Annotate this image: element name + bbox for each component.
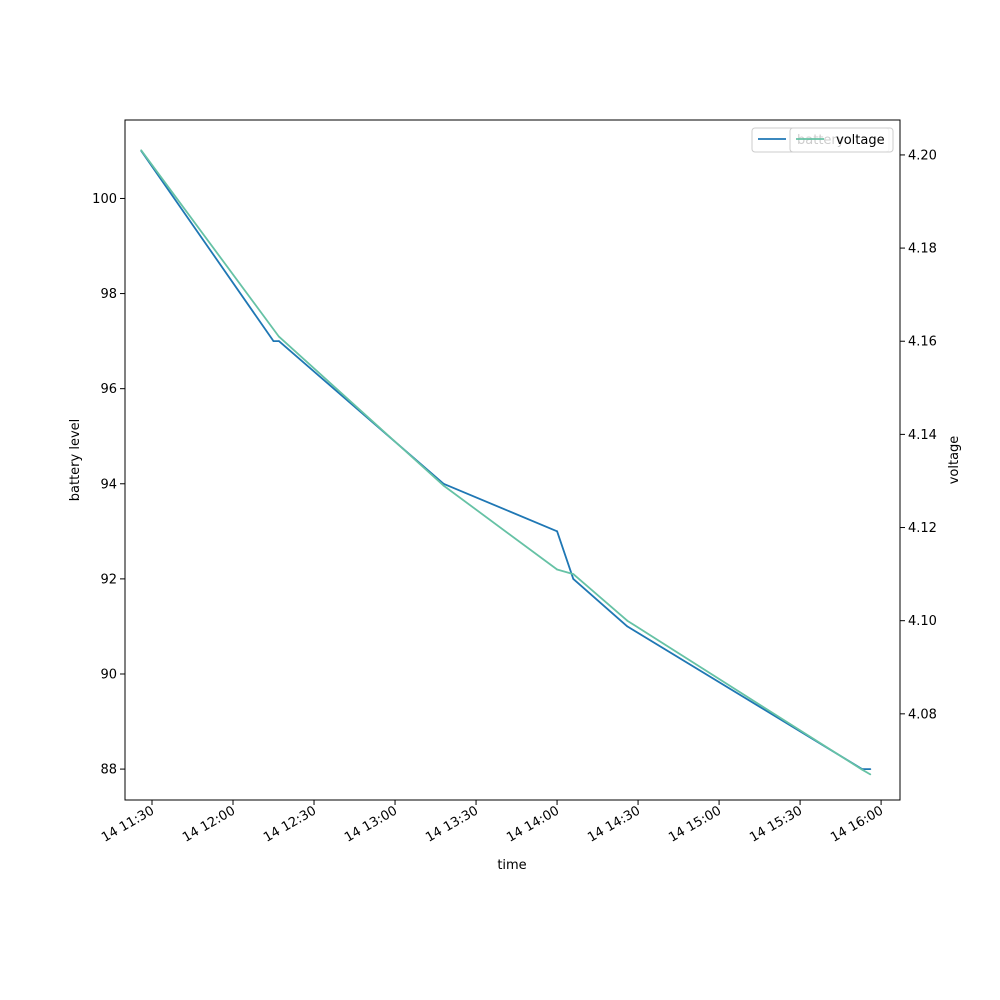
y-axis-left: 88 90 92 94 96 98 100: [92, 192, 125, 778]
data-point-battery-6: [626, 625, 629, 628]
data-point-battery-4: [556, 530, 558, 533]
y-right-tick-label: 4.12: [908, 521, 937, 536]
y-right-tick-label: 4.20: [908, 148, 937, 163]
x-axis-label: time: [497, 858, 526, 873]
plot-area: [125, 120, 900, 800]
y-left-tick-label: 98: [100, 287, 117, 302]
y-right-tick-label: 4.10: [908, 614, 937, 629]
data-point-voltage-2: [442, 484, 445, 487]
data-point-voltage-1: [278, 335, 280, 338]
y-axis-right: 4.08 4.10 4.12 4.14 4.16 4.18 4.20: [900, 148, 937, 722]
y-right-tick-label: 4.16: [908, 335, 937, 350]
data-point-voltage-5: [626, 619, 629, 622]
y-left-tick-label: 96: [100, 382, 117, 397]
y-left-tick-label: 88: [100, 763, 117, 778]
series-line-voltage: [140, 149, 871, 776]
y-right-tick-label: 4.18: [908, 242, 937, 257]
y-axis-right-label: voltage: [947, 436, 962, 485]
plot-frame: [124, 119, 901, 801]
data-point-voltage-4: [572, 573, 575, 575]
data-point-voltage-7: [869, 773, 872, 776]
y-axis-left-label: battery level: [68, 419, 83, 502]
y-left-tick-label: 92: [100, 572, 117, 587]
data-point-battery-5: [572, 578, 575, 580]
y-right-tick-label: 4.08: [908, 707, 937, 722]
y-right-tick-label: 4.14: [908, 428, 937, 443]
y-left-tick-label: 100: [92, 192, 117, 207]
data-point-voltage-0: [140, 149, 143, 152]
data-point-battery-8: [869, 768, 872, 770]
legend-voltage: voltage: [789, 127, 894, 153]
series-layer: [140, 149, 872, 776]
data-point-battery-1: [272, 340, 275, 342]
data-point-voltage-3: [556, 568, 558, 571]
data-point-battery-2: [278, 340, 280, 342]
legend-voltage-label: voltage: [836, 133, 885, 148]
y-left-tick-label: 94: [100, 477, 117, 492]
y-left-tick-label: 90: [100, 667, 117, 682]
data-point-voltage-6: [861, 768, 864, 771]
legend-voltage-box: [789, 127, 894, 153]
